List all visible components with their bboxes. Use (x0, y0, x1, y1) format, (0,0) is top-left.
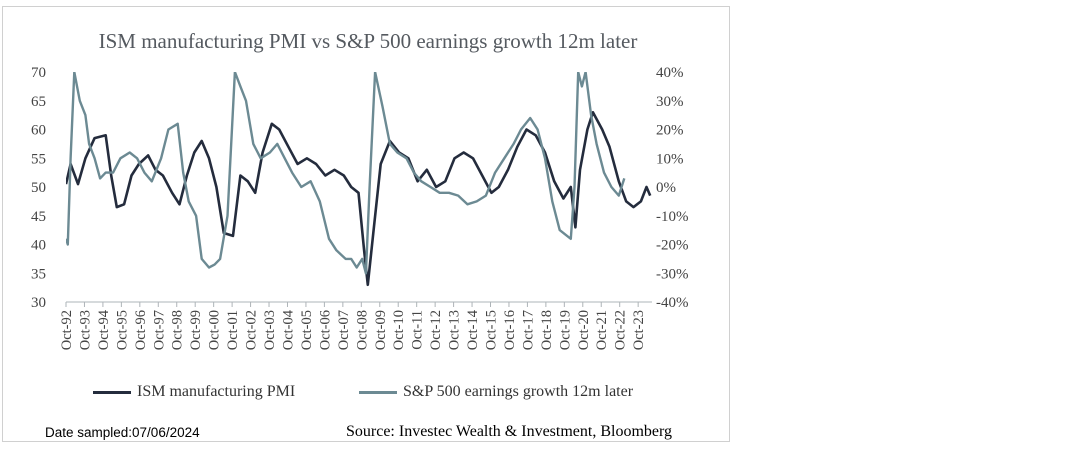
y-left-tick-label: 65 (31, 94, 46, 110)
chart-frame: 70 65 60 55 50 45 40 35 30 40% 30% 20% 10% 0% -10% -20%… (2, 6, 730, 442)
x-tick-label: Oct-09 (373, 310, 389, 350)
x-tick-label: Oct-17 (520, 310, 536, 350)
y-right-tick-label: -30% (656, 266, 689, 282)
x-tick-label: Oct-03 (262, 310, 278, 350)
x-tick-label: Oct-20 (576, 310, 592, 350)
date-sampled: Date sampled:07/06/2024 (45, 425, 200, 440)
x-tick-label: Oct-13 (447, 310, 463, 350)
x-tick-label: Oct-16 (502, 310, 518, 350)
x-tick-label: Oct-01 (225, 310, 241, 350)
x-tick-label: Oct-18 (539, 310, 555, 350)
y-left-tick-label: 35 (31, 266, 46, 282)
x-tick-label: Oct-15 (484, 310, 500, 350)
x-tick-label: Oct-00 (207, 310, 223, 350)
x-tick-label: Oct-94 (96, 309, 112, 350)
x-tick-label: Oct-04 (280, 309, 296, 350)
x-tick-label: Oct-06 (317, 310, 333, 350)
y-right-tick-label: -40% (656, 295, 689, 311)
legend-item-sp500: S&P 500 earnings growth 12m later (359, 383, 633, 401)
x-tick-label: Oct-11 (410, 310, 426, 350)
chart-legend: ISM manufacturing PMI S&P 500 earnings g… (93, 383, 693, 405)
y-left-tick-label: 60 (31, 123, 46, 139)
series-line-sp500-earnings (66, 72, 626, 275)
x-tick-label: Oct-05 (299, 310, 315, 350)
legend-item-ism: ISM manufacturing PMI (93, 383, 295, 401)
source-note: Source: Investec Wealth & Investment, Bl… (346, 423, 673, 440)
x-tick-label: Oct-96 (133, 310, 149, 350)
y-right-tick-label: -20% (656, 238, 689, 254)
chart-svg: 70 65 60 55 50 45 40 35 30 40% 30% 20% 10% 0% -10% -20%… (31, 65, 689, 350)
chart-title: ISM manufacturing PMI vs S&P 500 earning… (98, 29, 638, 53)
series-line-ism-pmi (66, 111, 652, 287)
x-tick-label: Oct-98 (170, 310, 186, 350)
x-tick-label: Oct-10 (391, 310, 407, 350)
y-right-tick-label: -10% (656, 209, 689, 225)
x-tick-label: Oct-99 (188, 310, 204, 350)
x-tick-label: Oct-14 (465, 309, 481, 350)
x-tick-label: Oct-12 (428, 310, 444, 350)
x-tick-label: Oct-95 (114, 310, 130, 350)
y-right-tick-label: 0% (656, 180, 676, 196)
y-left-tick-label: 30 (31, 295, 46, 311)
legend-label-ism: ISM manufacturing PMI (137, 383, 296, 400)
x-tick-label: Oct-07 (336, 310, 352, 350)
x-tick-label: Oct-21 (594, 310, 610, 350)
y-left-tick-label: 40 (31, 238, 46, 254)
y-left-tick-label: 55 (31, 151, 46, 167)
y-right-tick-label: 20% (656, 123, 684, 139)
x-tick-label: Oct-93 (77, 310, 93, 350)
x-tick-label: Oct-19 (557, 310, 573, 350)
x-tick-label: Oct-23 (631, 310, 647, 350)
y-left-tick-label: 45 (31, 209, 46, 225)
x-tick-label: Oct-92 (59, 310, 75, 350)
x-tick-label: Oct-08 (354, 310, 370, 350)
x-tick-label: Oct-97 (151, 310, 167, 350)
x-tick-label: Oct-22 (613, 310, 629, 350)
legend-label-sp500: S&P 500 earnings growth 12m later (403, 383, 634, 400)
y-right-tick-label: 10% (656, 151, 684, 167)
y-right-tick-label: 40% (656, 65, 684, 81)
y-left-tick-label: 70 (31, 65, 46, 81)
x-tick-label: Oct-02 (244, 310, 260, 350)
y-right-tick-label: 30% (656, 94, 684, 110)
legend-swatch-sp500 (359, 390, 397, 394)
legend-swatch-ism (93, 390, 131, 394)
y-left-tick-label: 50 (31, 180, 46, 196)
